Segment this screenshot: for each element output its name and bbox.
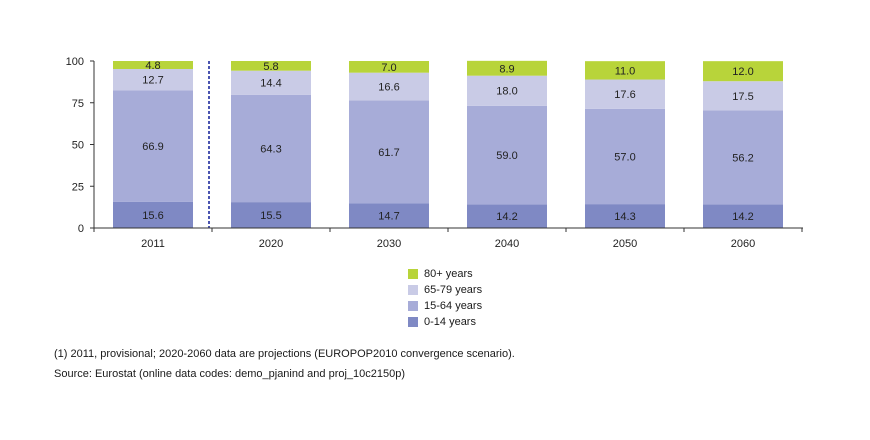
value-label-2060-1: 56.2 xyxy=(732,152,753,164)
footnote-source: Source: Eurostat (online data codes: dem… xyxy=(54,368,406,380)
value-label-2050-3: 11.0 xyxy=(615,65,636,77)
bar-segment-2050-3 xyxy=(585,61,665,80)
value-label-2011-2: 12.7 xyxy=(142,75,163,87)
bar-segment-2030-1 xyxy=(349,100,429,204)
x-tick-label-2011: 2011 xyxy=(141,238,165,250)
bar-segment-2020-1 xyxy=(231,94,311,203)
bar-segment-2030-0 xyxy=(349,203,429,228)
bar-segment-2060-2 xyxy=(703,81,783,111)
bar-segment-2020-3 xyxy=(231,61,311,71)
bar-segment-2011-3 xyxy=(113,61,193,70)
value-label-2040-1: 59.0 xyxy=(496,150,517,162)
value-label-2040-3: 8.9 xyxy=(499,63,514,75)
footnote-note: (1) 2011, provisional; 2020-2060 data ar… xyxy=(54,348,515,360)
bar-segment-2050-2 xyxy=(585,79,665,109)
legend-item-15-64: 15-64 years xyxy=(408,298,482,314)
value-label-2050-2: 17.6 xyxy=(614,89,635,101)
x-tick-label-2060: 2060 xyxy=(731,238,755,250)
chart-svg: 15.6 66.9 12.7 4.8 2011 15.5 64.3 14.4 5.8 2020 14… xyxy=(66,56,803,250)
value-label-2060-2: 17.5 xyxy=(732,91,753,103)
y-tick-label-0: 0 xyxy=(78,223,84,235)
bar-segment-2030-2 xyxy=(349,72,429,101)
y-tick-label-25: 25 xyxy=(72,181,84,193)
x-tick-label-2050: 2050 xyxy=(613,238,637,250)
legend: 80+ years 65-79 years 15-64 years 0-14 y… xyxy=(408,266,482,330)
bar-segment-2050-1 xyxy=(585,108,665,205)
y-tick-label-50: 50 xyxy=(72,140,84,152)
legend-item-0-14: 0-14 years xyxy=(408,314,482,330)
legend-swatch-65-79 xyxy=(408,285,418,295)
y-tick-label-100: 100 xyxy=(66,56,84,68)
value-label-2060-0: 14.2 xyxy=(732,211,753,223)
x-tick-label-2030: 2030 xyxy=(377,238,401,250)
value-label-2020-0: 15.5 xyxy=(260,210,281,222)
bar-segment-2011-1 xyxy=(113,90,193,202)
value-label-2020-1: 64.3 xyxy=(260,143,281,155)
y-tick-label-75: 75 xyxy=(72,98,84,110)
bar-segment-2011-2 xyxy=(113,69,193,91)
x-tick-label-2040: 2040 xyxy=(495,238,519,250)
value-label-2030-1: 61.7 xyxy=(378,147,399,159)
value-label-2011-3: 4.8 xyxy=(145,60,160,72)
value-label-2060-3: 12.0 xyxy=(732,66,753,78)
value-label-2040-0: 14.2 xyxy=(496,211,517,223)
legend-item-65-79: 65-79 years xyxy=(408,282,482,298)
value-label-2040-2: 18.0 xyxy=(496,86,517,98)
bar-segment-2040-1 xyxy=(467,105,547,205)
bar-segment-2040-3 xyxy=(467,60,547,76)
bar-segment-2060-3 xyxy=(703,61,783,82)
legend-label-80-plus: 80+ years xyxy=(424,268,473,280)
legend-swatch-0-14 xyxy=(408,317,418,327)
value-label-2020-3: 5.8 xyxy=(263,61,278,73)
value-label-2020-2: 14.4 xyxy=(260,78,281,90)
bar-segment-2040-0 xyxy=(467,204,547,228)
value-label-2011-1: 66.9 xyxy=(142,141,163,153)
value-label-2050-1: 57.0 xyxy=(614,152,635,164)
bar-segment-2060-0 xyxy=(703,204,783,228)
value-label-2030-3: 7.0 xyxy=(381,62,396,74)
legend-swatch-15-64 xyxy=(408,301,418,311)
bar-segment-2050-0 xyxy=(585,204,665,228)
legend-swatch-80-plus xyxy=(408,269,418,279)
legend-label-15-64: 15-64 years xyxy=(424,300,483,312)
value-label-2030-2: 16.6 xyxy=(378,82,399,94)
legend-label-0-14: 0-14 years xyxy=(424,316,476,328)
bar-segment-2040-2 xyxy=(467,75,547,106)
legend-item-80-plus: 80+ years xyxy=(408,266,482,282)
bar-segment-2030-3 xyxy=(349,61,429,73)
bar-segment-2060-1 xyxy=(703,110,783,205)
value-label-2050-0: 14.3 xyxy=(614,211,635,223)
bar-segment-2020-0 xyxy=(231,202,311,228)
legend-label-65-79: 65-79 years xyxy=(424,284,483,296)
value-label-2030-0: 14.7 xyxy=(378,211,399,223)
bar-segment-2011-0 xyxy=(113,201,193,228)
value-label-2011-0: 15.6 xyxy=(142,210,163,222)
x-tick-label-2020: 2020 xyxy=(259,238,283,250)
bar-segment-2020-2 xyxy=(231,70,311,95)
